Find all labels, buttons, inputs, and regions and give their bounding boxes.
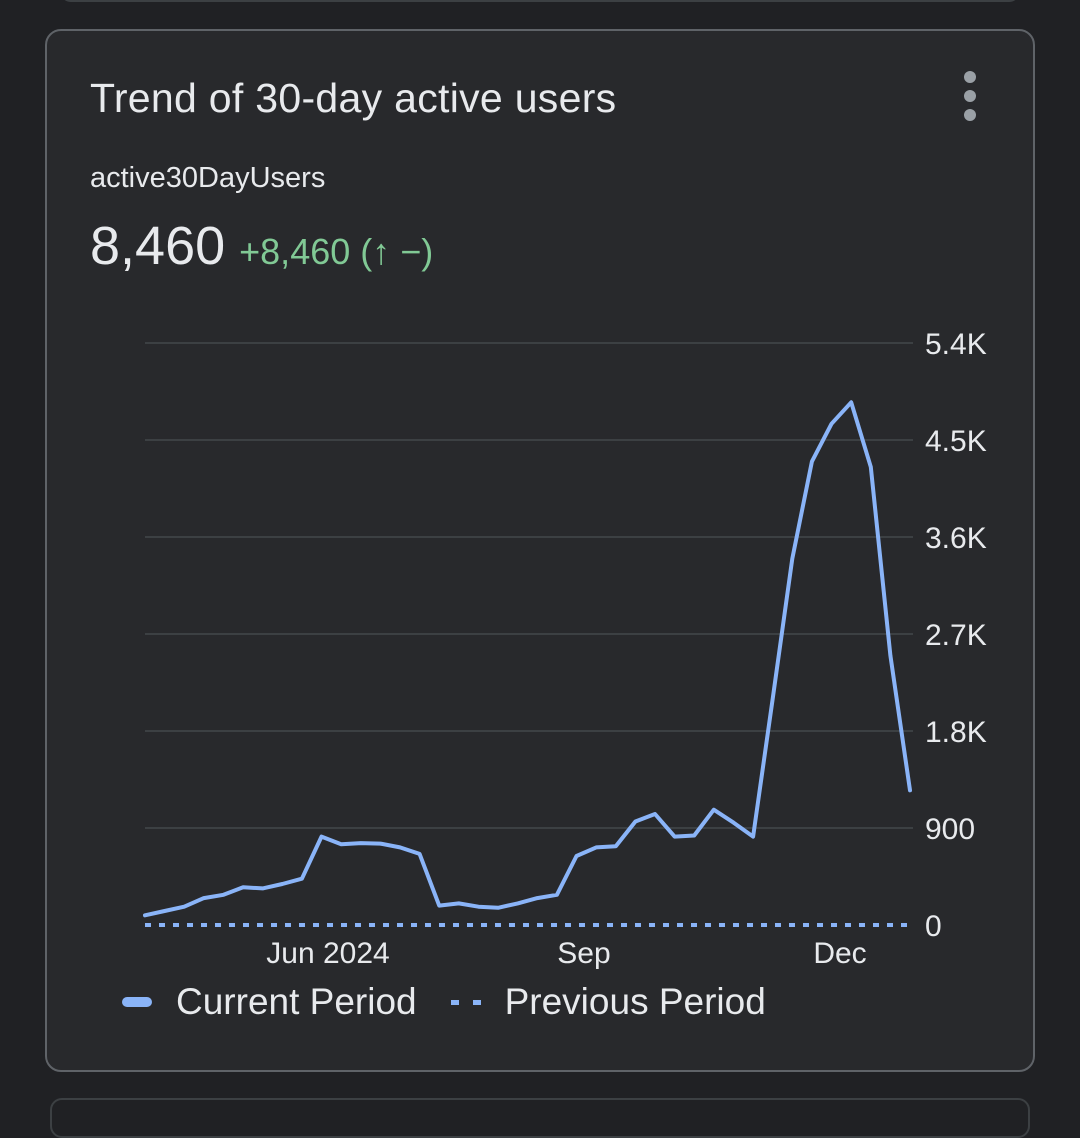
chart-legend: Current Period Previous Period xyxy=(122,981,800,1023)
metric-value: 8,460 xyxy=(90,216,226,276)
trend-chart: 0 900 1.8K 2.7K 3.6K 4.5K 5.4K Jun 2024 Sep Dec xyxy=(143,328,987,970)
x-tick-label: Jun 2024 xyxy=(266,937,389,970)
next-card-edge xyxy=(50,1098,1030,1138)
current-period-line xyxy=(143,400,912,918)
legend-item-previous[interactable]: Previous Period xyxy=(450,981,766,1023)
legend-item-current[interactable]: Current Period xyxy=(122,981,417,1023)
metric-row: 8,460 +8,460 (↑ −) xyxy=(90,215,433,277)
y-tick-label: 5.4K xyxy=(925,328,987,361)
previous-card-edge xyxy=(60,0,1020,2)
y-tick-label: 2.7K xyxy=(925,619,987,652)
legend-swatch-previous xyxy=(450,997,481,1007)
legend-label-current: Current Period xyxy=(176,981,417,1022)
more-vert-icon xyxy=(964,71,976,83)
y-tick-label: 0 xyxy=(925,910,942,943)
legend-swatch-current xyxy=(122,997,152,1007)
y-tick-label: 4.5K xyxy=(925,425,987,458)
y-tick-label: 900 xyxy=(925,813,975,846)
y-tick-label: 3.6K xyxy=(925,522,987,555)
more-options-button[interactable] xyxy=(955,71,985,121)
legend-label-previous: Previous Period xyxy=(504,981,766,1022)
y-tick-label: 1.8K xyxy=(925,716,987,749)
x-tick-label: Dec xyxy=(813,937,866,970)
metric-change: +8,460 (↑ −) xyxy=(239,231,434,272)
active-users-card: Trend of 30-day active users active30Day… xyxy=(45,29,1035,1072)
card-title: Trend of 30-day active users xyxy=(90,75,617,121)
x-tick-label: Sep xyxy=(557,937,610,970)
metric-name: active30DayUsers xyxy=(90,162,326,194)
